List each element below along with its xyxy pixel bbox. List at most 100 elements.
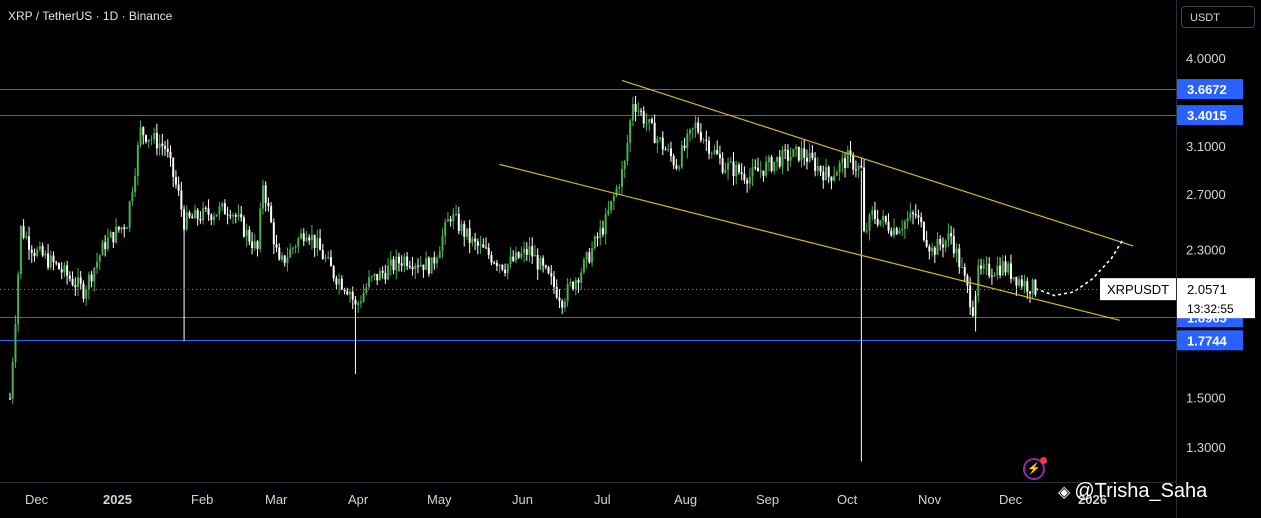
- candle-body: [642, 111, 645, 124]
- candle-body: [213, 216, 215, 221]
- candle-body: [672, 156, 675, 166]
- candle: [825, 158, 827, 181]
- candle: [1020, 275, 1023, 290]
- candle: [615, 184, 618, 198]
- candle: [610, 200, 613, 215]
- candle: [746, 177, 749, 193]
- candle: [955, 243, 958, 263]
- candle-body: [172, 157, 175, 177]
- candle: [852, 152, 855, 175]
- candle-body: [452, 213, 455, 222]
- candle-body: [302, 233, 305, 242]
- candle-body: [430, 257, 433, 274]
- candle: [604, 207, 607, 245]
- candle: [577, 277, 580, 293]
- candle: [191, 213, 194, 219]
- candle-body: [871, 210, 874, 215]
- candle: [705, 130, 708, 152]
- candle: [270, 202, 273, 224]
- x-tick-label: Sep: [756, 492, 779, 507]
- currency-button[interactable]: USDT: [1181, 6, 1255, 28]
- candle-body: [207, 208, 210, 215]
- x-tick-label: Jul: [594, 492, 611, 507]
- candle-body: [699, 132, 702, 141]
- alert-bolt-icon[interactable]: ⚡: [1023, 457, 1047, 480]
- candle-body: [982, 264, 985, 269]
- candle: [155, 123, 158, 156]
- candle-body: [104, 242, 107, 250]
- candle-body: [251, 241, 254, 248]
- candle-body: [735, 164, 738, 177]
- candle-body: [531, 246, 534, 257]
- candle: [939, 235, 942, 251]
- candle-body: [691, 128, 694, 130]
- candle: [645, 113, 648, 132]
- candle: [762, 170, 765, 182]
- candle: [101, 239, 104, 256]
- candle-body: [316, 238, 319, 249]
- candle-body: [289, 249, 292, 258]
- candle: [563, 298, 566, 313]
- candle: [351, 286, 354, 310]
- candle: [319, 228, 322, 251]
- x-tick-label: Aug: [674, 492, 697, 507]
- candle: [1004, 255, 1007, 276]
- candle: [150, 135, 153, 146]
- candle-body: [142, 127, 145, 136]
- candle: [830, 176, 833, 190]
- price-axis-ticks: 4.0000 3.1000 2.7000 2.3000 1.5000 1.3000: [1186, 51, 1226, 455]
- candle-body: [449, 219, 452, 222]
- candle-body: [370, 276, 373, 278]
- candle: [495, 259, 498, 272]
- candle-body: [748, 176, 751, 184]
- candle: [708, 136, 711, 160]
- candle-body: [653, 122, 656, 144]
- channel-lower-line[interactable]: [499, 163, 1120, 321]
- candle: [468, 219, 471, 254]
- candle-body: [403, 256, 406, 266]
- candle-body: [256, 241, 259, 250]
- candle: [229, 209, 232, 220]
- candle-body: [574, 280, 577, 289]
- candle: [36, 246, 39, 258]
- candle-body: [577, 280, 580, 283]
- candle-body: [362, 292, 365, 302]
- candle: [452, 207, 455, 230]
- channel-upper-line[interactable]: [621, 79, 1134, 247]
- candle: [724, 162, 727, 174]
- candle-body: [784, 149, 787, 151]
- candle-body: [131, 192, 134, 202]
- candle-body: [19, 225, 22, 275]
- candle: [860, 158, 863, 169]
- candle: [966, 273, 969, 294]
- candle: [240, 205, 243, 222]
- candle-body: [112, 232, 115, 243]
- y-tick-label: 1.5000: [1186, 390, 1226, 405]
- candle: [686, 128, 689, 159]
- candle: [289, 243, 292, 258]
- candle: [174, 170, 177, 189]
- candle: [28, 226, 31, 260]
- candle-body: [697, 122, 700, 133]
- candle-body: [759, 170, 762, 172]
- candle: [125, 226, 128, 230]
- candle-body: [291, 247, 294, 250]
- candle-body: [321, 250, 324, 260]
- candle: [232, 212, 235, 225]
- candle: [969, 277, 972, 315]
- candle-body: [808, 152, 811, 162]
- author-watermark: ◈ @Trisha_Saha: [1058, 480, 1207, 503]
- candle-body: [414, 265, 417, 270]
- candle-body: [335, 278, 338, 285]
- candle: [213, 212, 215, 226]
- candle: [406, 251, 409, 271]
- candle: [901, 220, 904, 237]
- candle-body: [343, 289, 346, 292]
- candle: [275, 234, 278, 253]
- candle: [803, 139, 806, 166]
- candle-body: [1026, 281, 1029, 292]
- candle: [82, 280, 85, 303]
- candle-body: [778, 156, 781, 167]
- candle-body: [879, 220, 882, 225]
